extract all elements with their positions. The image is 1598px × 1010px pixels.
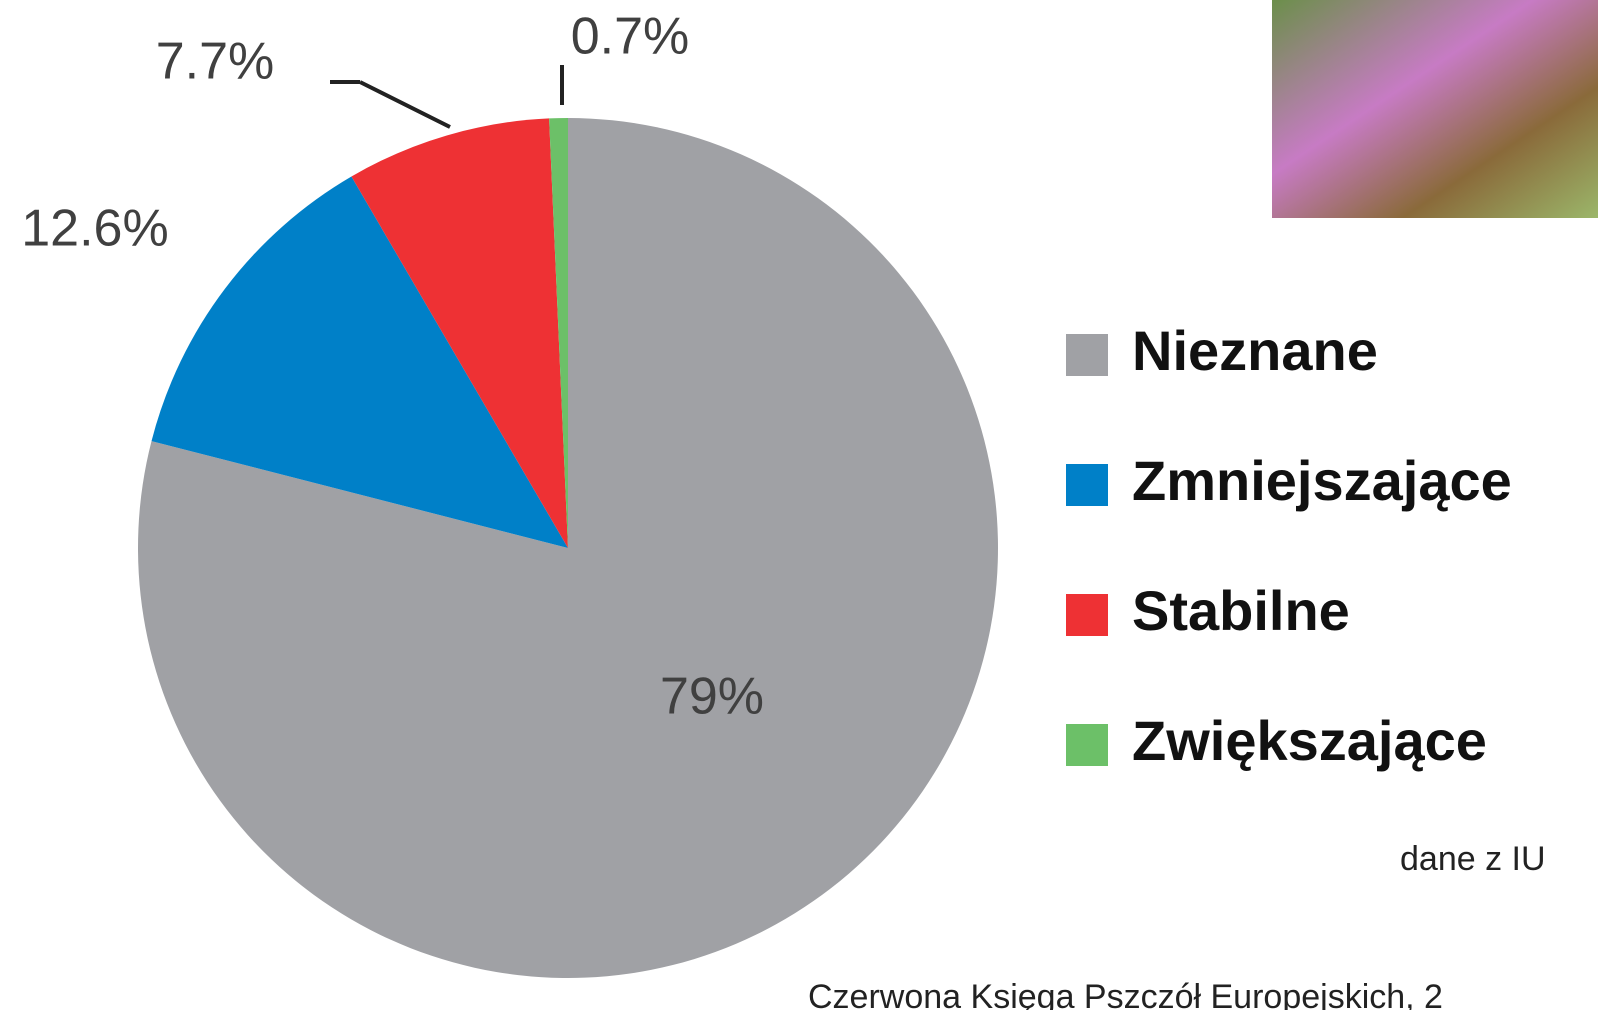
legend-label: Zwiększające xyxy=(1132,709,1487,772)
pie-slice xyxy=(351,118,568,549)
legend-swatch xyxy=(1066,334,1108,376)
data-label: 79% xyxy=(660,668,764,726)
source-line: dane z IU xyxy=(1400,840,1546,878)
pie-slice xyxy=(549,118,568,548)
legend-swatch xyxy=(1066,594,1108,636)
photo xyxy=(1272,0,1598,218)
legend-label: Stabilne xyxy=(1132,579,1350,642)
legend-label: Nieznane xyxy=(1132,319,1378,382)
data-label: 12.6% xyxy=(21,200,168,258)
source-line: Czerwona Księga Pszczół Europejskich, 2 xyxy=(808,978,1443,1010)
legend-swatch xyxy=(1066,724,1108,766)
legend-label: Zmniejszające xyxy=(1132,449,1512,512)
leader-line xyxy=(359,80,451,129)
legend-swatch xyxy=(1066,464,1108,506)
pie-slice xyxy=(151,176,568,548)
data-label: 7.7% xyxy=(156,33,275,91)
data-label: 0.7% xyxy=(571,8,690,66)
